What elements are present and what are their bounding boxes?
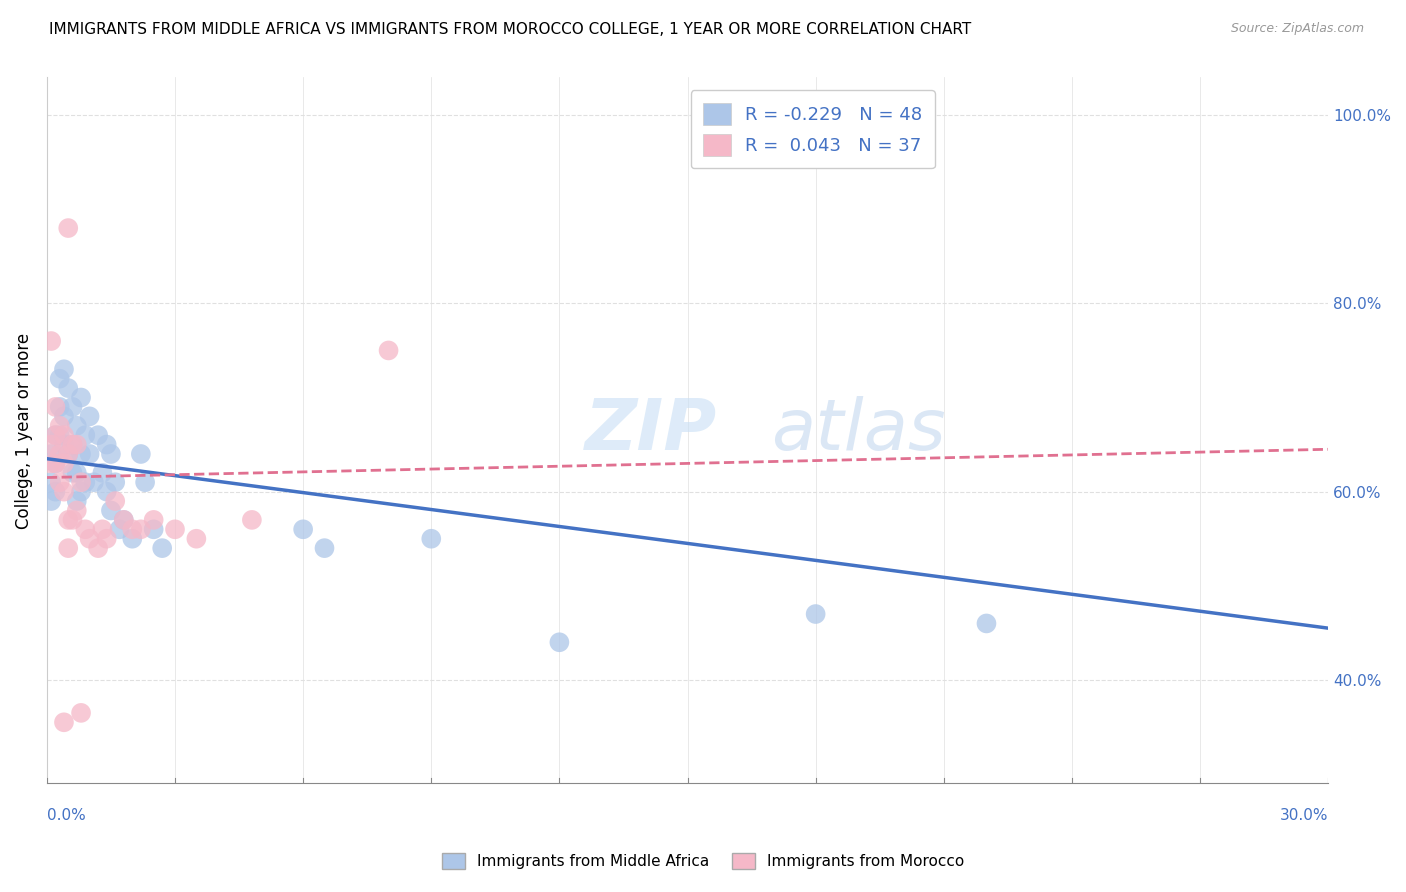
Point: [66, 466, 89, 480]
Point: [52, 428, 75, 442]
Point: [163, 522, 186, 536]
Point: [112, 513, 135, 527]
Point: [39, 475, 62, 490]
Point: [48, 447, 70, 461]
Point: [58, 541, 80, 555]
Point: [70, 447, 93, 461]
Point: [48, 418, 70, 433]
Point: [377, 343, 399, 358]
Point: [48, 372, 70, 386]
Point: [75, 428, 97, 442]
Point: [129, 522, 152, 536]
Text: atlas: atlas: [770, 396, 945, 465]
Text: 0.0%: 0.0%: [46, 808, 86, 823]
Point: [58, 513, 80, 527]
Point: [976, 616, 998, 631]
Point: [44, 457, 66, 471]
Point: [44, 428, 66, 442]
Point: [44, 457, 66, 471]
Point: [314, 541, 336, 555]
Point: [240, 513, 263, 527]
Point: [52, 437, 75, 451]
Point: [79, 409, 101, 424]
Point: [121, 532, 143, 546]
Text: IMMIGRANTS FROM MIDDLE AFRICA VS IMMIGRANTS FROM MOROCCO COLLEGE, 1 YEAR OR MORE: IMMIGRANTS FROM MIDDLE AFRICA VS IMMIGRA…: [49, 22, 972, 37]
Point: [62, 466, 84, 480]
Point: [186, 532, 208, 546]
Point: [48, 400, 70, 414]
Point: [420, 532, 443, 546]
Text: 30.0%: 30.0%: [1279, 808, 1329, 823]
Point: [100, 447, 122, 461]
Point: [142, 513, 165, 527]
Point: [121, 522, 143, 536]
Point: [62, 400, 84, 414]
Point: [62, 437, 84, 451]
Point: [52, 484, 75, 499]
Point: [58, 447, 80, 461]
Point: [70, 484, 93, 499]
Point: [52, 715, 75, 730]
Point: [52, 409, 75, 424]
Point: [548, 635, 571, 649]
Point: [66, 503, 89, 517]
Point: [44, 428, 66, 442]
Point: [62, 513, 84, 527]
Point: [104, 475, 127, 490]
Point: [48, 428, 70, 442]
Point: [44, 484, 66, 499]
Point: [104, 494, 127, 508]
Point: [70, 706, 93, 720]
Point: [87, 428, 110, 442]
Point: [108, 522, 131, 536]
Point: [66, 437, 89, 451]
Point: [142, 522, 165, 536]
Point: [70, 391, 93, 405]
Point: [83, 475, 105, 490]
Point: [79, 532, 101, 546]
Point: [44, 400, 66, 414]
Point: [150, 541, 173, 555]
Point: [48, 475, 70, 490]
Point: [96, 532, 118, 546]
Point: [100, 503, 122, 517]
Point: [134, 475, 156, 490]
Point: [75, 522, 97, 536]
Y-axis label: College, 1 year or more: College, 1 year or more: [15, 333, 32, 529]
Point: [58, 221, 80, 235]
Point: [70, 475, 93, 490]
Point: [87, 541, 110, 555]
Point: [66, 418, 89, 433]
Point: [39, 457, 62, 471]
Point: [58, 447, 80, 461]
Point: [66, 494, 89, 508]
Text: Source: ZipAtlas.com: Source: ZipAtlas.com: [1230, 22, 1364, 36]
Point: [58, 381, 80, 395]
Legend: R = -0.229   N = 48, R =  0.043   N = 37: R = -0.229 N = 48, R = 0.043 N = 37: [690, 90, 935, 169]
Point: [804, 607, 827, 621]
Point: [96, 484, 118, 499]
Point: [39, 334, 62, 348]
Point: [62, 437, 84, 451]
Point: [52, 457, 75, 471]
Point: [75, 475, 97, 490]
Point: [91, 466, 114, 480]
Point: [39, 494, 62, 508]
Point: [129, 447, 152, 461]
Point: [96, 437, 118, 451]
Point: [52, 362, 75, 376]
Point: [292, 522, 315, 536]
Point: [79, 447, 101, 461]
Point: [91, 522, 114, 536]
Legend: Immigrants from Middle Africa, Immigrants from Morocco: Immigrants from Middle Africa, Immigrant…: [436, 847, 970, 875]
Text: ZIP: ZIP: [585, 396, 717, 465]
Point: [112, 513, 135, 527]
Point: [39, 447, 62, 461]
Point: [39, 437, 62, 451]
